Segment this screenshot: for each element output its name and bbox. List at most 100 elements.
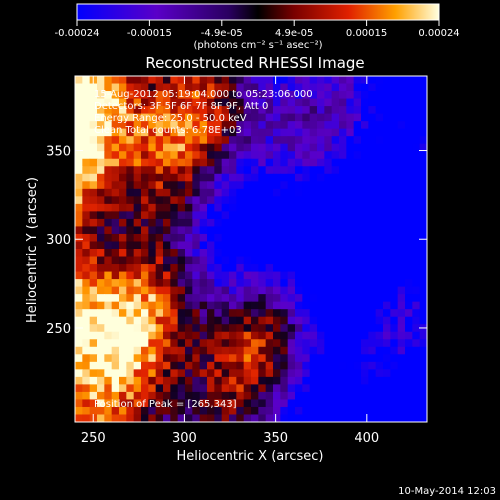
heatmap-cell: [295, 98, 303, 107]
heatmap-cell: [243, 76, 252, 85]
heatmap-cell: [155, 331, 164, 340]
heatmap-cell: [155, 316, 164, 325]
heatmap-cell: [119, 241, 127, 250]
heatmap-cell: [155, 256, 164, 265]
heatmap-cell: [273, 188, 281, 197]
heatmap-cell: [133, 106, 142, 115]
heatmap-cell: [397, 369, 406, 378]
heatmap-cell: [317, 241, 325, 250]
heatmap-cell: [287, 181, 296, 190]
heatmap-cell: [287, 121, 296, 130]
heatmap-cell: [199, 271, 208, 280]
heatmap-cell: [111, 384, 120, 393]
heatmap-cell: [317, 324, 325, 333]
heatmap-cell: [97, 324, 105, 333]
heatmap-cell: [251, 406, 259, 415]
heatmap-cell: [221, 83, 230, 92]
heatmap-cell: [221, 233, 230, 242]
heatmap-cell: [251, 83, 259, 92]
heatmap-cell: [346, 286, 355, 295]
heatmap-cell: [104, 98, 113, 107]
heatmap-cell: [273, 211, 281, 220]
heatmap-cell: [192, 294, 201, 303]
heatmap-cell: [126, 143, 135, 152]
heatmap-cell: [177, 249, 186, 258]
heatmap-cell: [82, 414, 91, 423]
heatmap-cell: [280, 271, 289, 280]
heatmap-cell: [82, 399, 91, 408]
heatmap-cell: [324, 376, 333, 385]
heatmap-cell: [82, 128, 91, 137]
heatmap-cell: [207, 361, 215, 370]
heatmap-cell: [397, 414, 406, 423]
heatmap-cell: [89, 188, 98, 197]
heatmap-cell: [375, 76, 384, 85]
heatmap-cell: [75, 249, 83, 258]
heatmap-cell: [412, 286, 421, 295]
heatmap-cell: [82, 136, 91, 145]
heatmap-cell: [104, 376, 113, 385]
heatmap-cell: [97, 286, 105, 295]
heatmap-cell: [97, 196, 105, 205]
heatmap-cell: [251, 279, 259, 288]
heatmap-cell: [331, 91, 340, 100]
heatmap-cell: [368, 181, 377, 190]
heatmap-cell: [331, 339, 340, 348]
heatmap-cell: [397, 309, 406, 318]
heatmap-cell: [192, 346, 201, 355]
heatmap-cell: [126, 249, 135, 258]
heatmap-cell: [141, 91, 149, 100]
heatmap-cell: [405, 324, 413, 333]
heatmap-cell: [236, 196, 245, 205]
heatmap-cell: [317, 271, 325, 280]
heatmap-cell: [155, 346, 164, 355]
heatmap-cell: [317, 211, 325, 220]
heatmap-cell: [273, 414, 281, 423]
heatmap-cell: [317, 158, 325, 167]
heatmap-cell: [368, 136, 377, 145]
heatmap-cell: [170, 128, 179, 137]
heatmap-cell: [412, 76, 421, 85]
heatmap-cell: [331, 376, 340, 385]
heatmap-cell: [412, 98, 421, 107]
heatmap-cell: [199, 113, 208, 122]
heatmap-cell: [155, 218, 164, 227]
heatmap-cell: [273, 279, 281, 288]
heatmap-cell: [324, 76, 333, 85]
heatmap-cell: [397, 173, 406, 182]
heatmap-cell: [199, 158, 208, 167]
x-axis-ticks: 250 300 350 400: [81, 76, 379, 446]
heatmap-cell: [221, 309, 230, 318]
heatmap-cell: [251, 369, 259, 378]
heatmap-cell: [309, 128, 318, 137]
heatmap-cell: [309, 346, 318, 355]
heatmap-cell: [280, 83, 289, 92]
heatmap-cell: [126, 331, 135, 340]
heatmap-cell: [192, 218, 201, 227]
heatmap-cell: [155, 233, 164, 242]
heatmap-cell: [324, 339, 333, 348]
heatmap-cell: [295, 384, 303, 393]
heatmap-cell: [287, 316, 296, 325]
heatmap-cell: [207, 188, 215, 197]
heatmap-cell: [317, 316, 325, 325]
heatmap-cell: [119, 181, 127, 190]
heatmap-cell: [405, 181, 413, 190]
heatmap-cell: [104, 128, 113, 137]
heatmap-cell: [177, 188, 186, 197]
heatmap-cell: [309, 339, 318, 348]
heatmap-cell: [82, 316, 91, 325]
heatmap-cell: [346, 279, 355, 288]
heatmap-cell: [353, 376, 362, 385]
heatmap-cell: [89, 83, 98, 92]
heatmap-cell: [75, 376, 83, 385]
heatmap-cell: [185, 136, 193, 145]
heatmap-cell: [177, 369, 186, 378]
heatmap-cell: [324, 294, 333, 303]
heatmap-cell: [236, 203, 245, 212]
heatmap-cell: [207, 316, 215, 325]
heatmap-cell: [236, 143, 245, 152]
heatmap-cell: [177, 256, 186, 265]
heatmap-cell: [375, 158, 384, 167]
heatmap-cell: [265, 279, 274, 288]
